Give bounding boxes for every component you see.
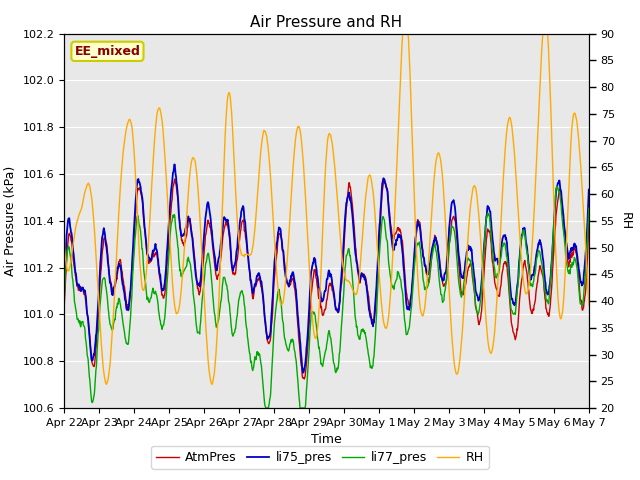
AtmPres [171, 176, 179, 182]
li77_pres [262, 405, 269, 411]
AtmPres [288, 276, 296, 281]
li77_pres [148, 288, 156, 294]
AtmPres [585, 221, 593, 227]
li75_pres [60, 279, 68, 285]
li75_pres [299, 370, 307, 375]
Line: li75_pres: li75_pres [64, 165, 589, 372]
Text: EE_mixed: EE_mixed [74, 45, 140, 58]
AtmPres [337, 288, 344, 294]
li77_pres [337, 343, 344, 349]
RH [237, 251, 245, 256]
AtmPres [60, 308, 68, 313]
RH [348, 283, 355, 288]
RH [399, 31, 406, 36]
li77_pres [288, 336, 296, 342]
li77_pres [60, 300, 68, 306]
li77_pres [553, 183, 561, 189]
RH [208, 382, 216, 387]
Line: RH: RH [64, 34, 589, 384]
li75_pres [130, 233, 138, 239]
li75_pres [585, 187, 593, 192]
AtmPres [300, 376, 308, 382]
RH [337, 233, 344, 239]
Y-axis label: RH: RH [618, 212, 632, 230]
AtmPres [130, 245, 138, 251]
li77_pres [130, 257, 138, 263]
X-axis label: Time: Time [311, 433, 342, 446]
Title: Air Pressure and RH: Air Pressure and RH [250, 15, 403, 30]
li75_pres [288, 271, 296, 276]
RH [130, 142, 138, 147]
AtmPres [148, 252, 156, 257]
Y-axis label: Air Pressure (kPa): Air Pressure (kPa) [4, 166, 17, 276]
RH [148, 170, 156, 176]
Legend: AtmPres, li75_pres, li77_pres, RH: AtmPres, li75_pres, li77_pres, RH [152, 446, 488, 469]
li75_pres [348, 205, 355, 211]
RH [288, 180, 296, 186]
RH [585, 302, 593, 308]
li75_pres [237, 208, 245, 214]
Line: li77_pres: li77_pres [64, 186, 589, 408]
li75_pres [170, 162, 178, 168]
RH [60, 237, 68, 243]
Line: AtmPres: AtmPres [64, 179, 589, 379]
li75_pres [337, 283, 344, 289]
li75_pres [148, 251, 156, 256]
AtmPres [237, 223, 245, 228]
AtmPres [348, 194, 355, 200]
li77_pres [348, 261, 355, 267]
li77_pres [585, 205, 593, 211]
li77_pres [237, 289, 244, 295]
